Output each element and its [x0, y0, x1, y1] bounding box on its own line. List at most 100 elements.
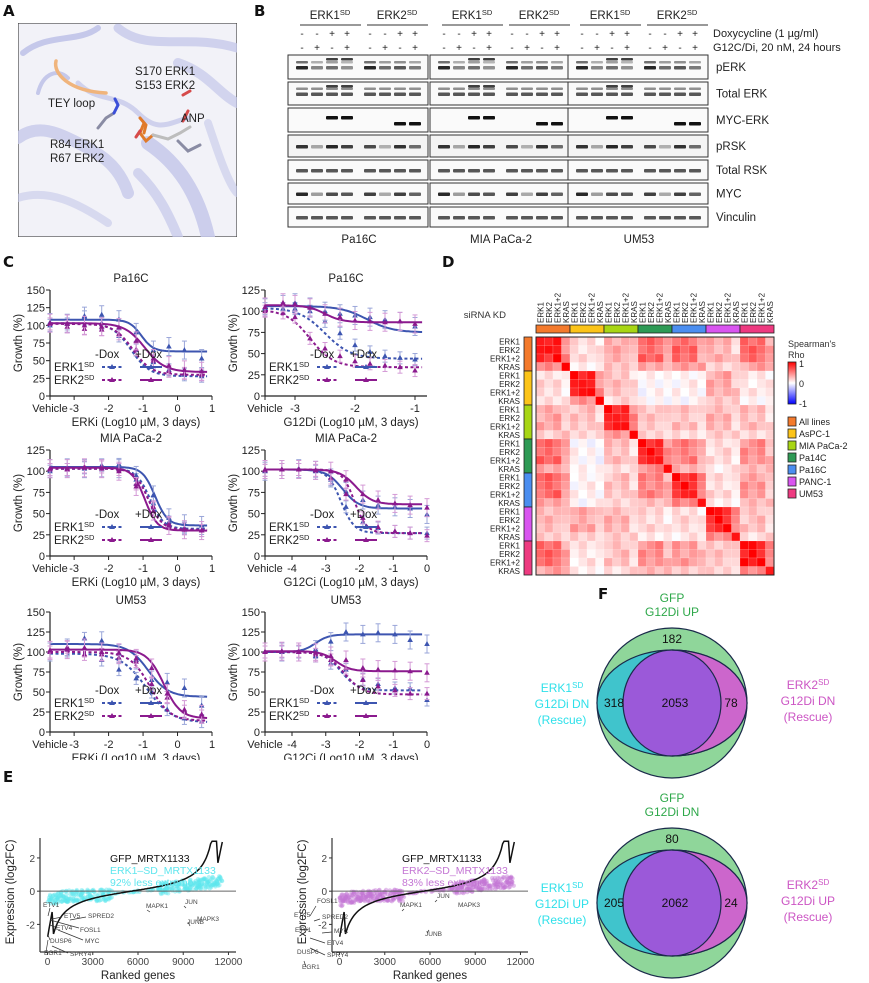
heatmap-cell — [663, 472, 673, 482]
blot-band — [409, 92, 421, 96]
x-tick-label: -3 — [69, 563, 79, 575]
heatmap-cell — [688, 549, 698, 559]
legend-header-plus-dox: +Dox — [350, 509, 377, 521]
heatmap-cell — [544, 481, 554, 491]
legend-superscript: SD — [299, 520, 310, 529]
data-point — [295, 649, 302, 654]
row-label: ERK1 — [499, 508, 520, 517]
heatmap-cell — [765, 472, 775, 482]
blot-band — [453, 216, 465, 220]
scatter-point — [370, 894, 375, 900]
fit-curve-0 — [50, 467, 208, 530]
heatmap-cell — [722, 438, 732, 448]
s153-label: S153 ERK2 — [135, 80, 195, 92]
heatmap-cell — [654, 523, 664, 533]
scatter-point — [493, 886, 498, 892]
legend-row-label: ERK2SD — [54, 373, 95, 387]
heatmap-cell — [595, 362, 605, 372]
x-tick-label: 3000 — [374, 957, 397, 968]
scatter-point — [71, 897, 77, 902]
heatmap-cell — [552, 404, 562, 414]
dox-sign: + — [397, 29, 403, 40]
legend-marker — [363, 364, 369, 369]
heatmap-cell — [586, 345, 596, 355]
column-label: ERK2 — [647, 302, 656, 323]
blot-band — [341, 66, 353, 70]
scatter-point — [497, 876, 502, 881]
heatmap-cell — [705, 353, 715, 363]
scatter-point — [67, 898, 72, 904]
blot-band — [379, 61, 391, 64]
heatmap-cell — [748, 464, 758, 474]
scatter-point — [63, 898, 68, 903]
scatter-point — [340, 892, 345, 897]
data-point — [360, 631, 366, 637]
scatter-point — [198, 882, 204, 888]
heatmap-cell — [731, 447, 741, 457]
heatmap-cell — [535, 387, 545, 397]
y-tick-label: 75 — [33, 667, 45, 679]
heatmap-cell — [544, 336, 554, 346]
y-tick-label: 100 — [242, 306, 260, 318]
heatmap-cell — [663, 557, 673, 567]
blot-band — [536, 169, 548, 173]
heatmap-cell — [535, 464, 545, 474]
heatmap-cell — [688, 421, 698, 431]
blot-total-rsk — [287, 159, 429, 181]
heatmap-cell — [722, 472, 732, 482]
blot-band — [326, 85, 338, 88]
heatmap-cell — [603, 464, 613, 474]
legend-entry: ERK1–SD_MRTX1133 — [110, 865, 216, 877]
row-group-bar — [523, 540, 533, 576]
blot-band — [674, 87, 686, 90]
heatmap-cell — [544, 413, 554, 423]
heatmap-cell — [714, 379, 724, 389]
blot-band — [409, 169, 421, 173]
scatter-point — [498, 885, 503, 891]
heatmap-cell — [748, 447, 758, 457]
scatter-point — [78, 894, 84, 899]
legend-header-minus-dox: -Dox — [95, 685, 120, 697]
legend-entry: 83% less extreme — [402, 877, 486, 889]
blot-band — [606, 216, 618, 220]
heatmap-cell — [561, 387, 571, 397]
heatmap-cell — [671, 557, 681, 567]
heatmap-cell — [756, 549, 766, 559]
data-point — [375, 497, 381, 503]
scatter-point — [492, 881, 497, 886]
legend-marker — [363, 700, 369, 705]
blot-label: pRSK — [716, 141, 746, 153]
blot-band — [674, 66, 686, 70]
x-axis-label: ERKi (Log10 µM, 3 days) — [72, 417, 201, 429]
blot-band — [551, 66, 563, 70]
heatmap-cell — [722, 396, 732, 406]
heatmap-cell — [663, 396, 673, 406]
scatter-point — [476, 886, 481, 891]
heatmap-cell — [552, 379, 562, 389]
blot-band — [506, 87, 518, 90]
blot-band — [453, 87, 465, 90]
row-label: ERK1 — [499, 406, 520, 415]
column-group-bar — [535, 324, 571, 334]
scatter-point — [54, 896, 60, 902]
data-point — [392, 631, 398, 637]
heatmap-cell — [714, 336, 724, 346]
gene-label-leader — [303, 960, 307, 968]
blot-band — [453, 145, 465, 149]
heatmap-cell — [595, 430, 605, 440]
blot-band — [606, 145, 618, 149]
scatter-point — [47, 892, 53, 898]
column-label: ERK1+2 — [587, 292, 596, 323]
blot-band — [326, 61, 338, 64]
blot-band — [483, 58, 495, 61]
outer-set-label-line1: GFP — [660, 591, 685, 605]
heatmap-cell — [756, 523, 766, 533]
heatmap-cell — [544, 566, 554, 576]
scatter-point — [470, 883, 475, 888]
heatmap-cell — [722, 336, 732, 346]
heatmap-cell — [620, 455, 630, 465]
heatmap-cell — [680, 472, 690, 482]
blot-band — [438, 216, 450, 220]
heatmap-cell — [680, 515, 690, 525]
